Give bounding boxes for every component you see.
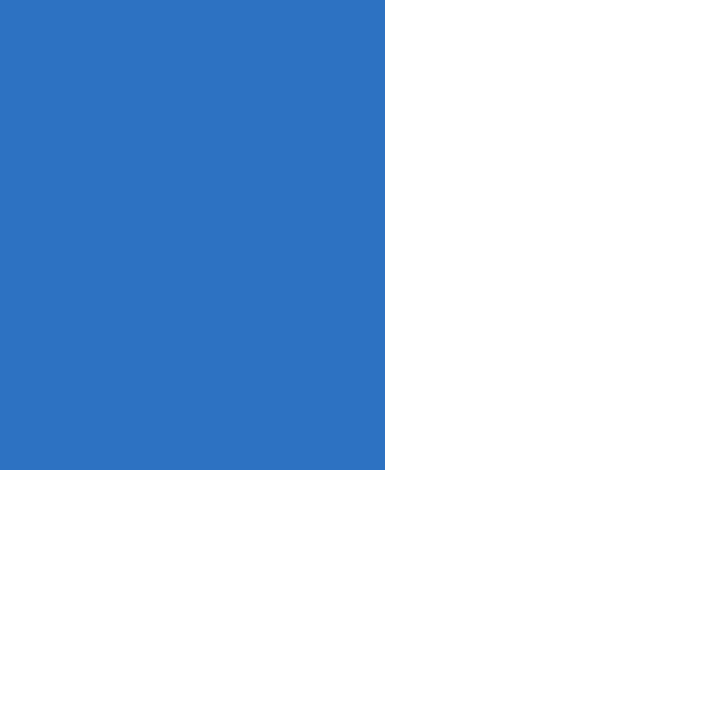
blue-rectangle bbox=[0, 0, 385, 470]
